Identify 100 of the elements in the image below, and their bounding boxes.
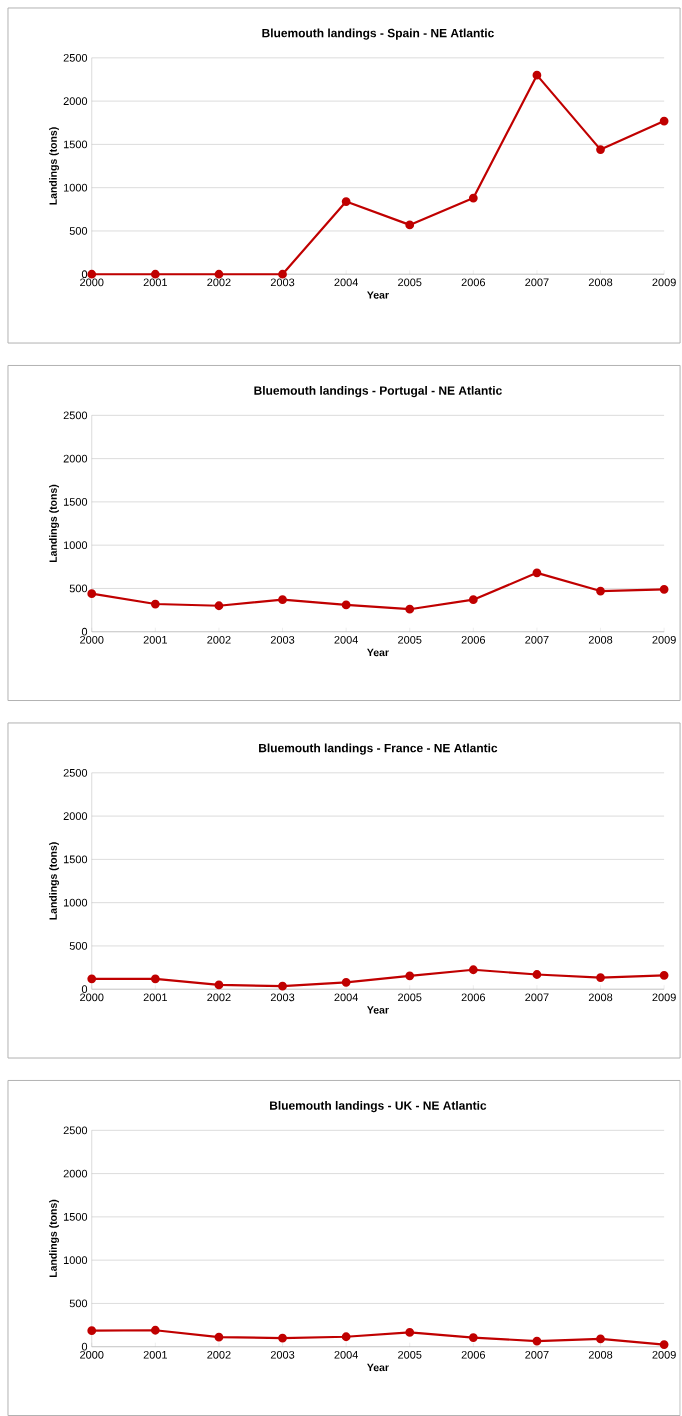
chart-title: Bluemouth landings - Spain - NE Atlantic: [262, 28, 494, 40]
point: [468, 965, 478, 975]
point: [341, 977, 351, 987]
x-tick-label: 2004: [334, 278, 358, 287]
x-tick-label: 2009: [652, 1350, 676, 1359]
x-tick-label: 2004: [334, 635, 358, 644]
point: [532, 1336, 542, 1346]
point: [278, 1333, 287, 1343]
point: [659, 116, 669, 126]
point: [214, 1332, 224, 1342]
x-tick-label: 2008: [588, 635, 613, 644]
x-tick-label: 2005: [398, 993, 422, 1002]
y-tick-label: 1000: [63, 898, 88, 907]
x-tick-label: 2008: [588, 993, 613, 1002]
x-tick-label: 2004: [334, 993, 358, 1002]
point: [150, 599, 160, 609]
point: [532, 970, 542, 979]
point: [468, 1333, 478, 1343]
x-tick-label: 2008: [588, 278, 613, 287]
point: [278, 981, 287, 991]
point: [341, 1332, 351, 1342]
y-tick-label: 2500: [63, 411, 88, 420]
x-tick-label: 2009: [652, 635, 676, 644]
y-tick-label: 2000: [63, 454, 88, 463]
x-tick-label: 2003: [270, 635, 295, 644]
y-tick-label: 500: [69, 1299, 88, 1308]
y-axis-title: Landings (tons): [49, 1199, 59, 1278]
chart-title: Bluemouth landings - Portugal - NE Atlantic: [254, 385, 502, 398]
point: [659, 970, 669, 980]
point: [341, 600, 351, 610]
y-tick-label: 500: [69, 227, 88, 235]
y-tick-label: 1000: [63, 183, 88, 192]
x-tick-label: 2008: [588, 1350, 613, 1359]
point: [87, 974, 97, 984]
point: [468, 193, 478, 203]
y-tick-label: 1500: [63, 855, 88, 864]
x-axis-title: Year: [367, 1006, 389, 1014]
x-tick-label: 2006: [461, 278, 486, 287]
y-tick-label: 0: [81, 627, 88, 636]
x-tick-label: 2006: [461, 635, 486, 644]
point: [214, 269, 224, 279]
x-tick-label: 2003: [270, 1350, 295, 1359]
x-tick-label: 2006: [461, 1350, 486, 1359]
x-tick-label: 2002: [207, 1350, 231, 1359]
y-tick-label: 0: [81, 985, 88, 994]
x-tick-label: 2001: [143, 993, 167, 1002]
x-tick-label: 2009: [652, 278, 676, 287]
chart-title: Bluemouth landings - UK - NE Atlantic: [270, 1100, 487, 1113]
y-tick-label: 1500: [63, 140, 88, 149]
x-tick-label: 2007: [525, 993, 549, 1002]
point: [341, 197, 351, 206]
y-tick-label: 1500: [63, 1213, 88, 1221]
x-tick-label: 2009: [652, 993, 676, 1002]
point: [596, 1334, 605, 1344]
point: [150, 269, 160, 279]
x-tick-label: 2006: [461, 993, 486, 1002]
x-tick-label: 2007: [525, 278, 549, 287]
x-tick-label: 2007: [525, 635, 549, 644]
x-tick-label: 2001: [143, 1350, 167, 1359]
x-axis-title: Year: [367, 291, 389, 299]
point: [278, 269, 287, 279]
point: [405, 604, 415, 614]
x-tick-label: 2002: [207, 278, 231, 287]
x-tick-label: 2003: [270, 278, 295, 287]
x-axis-title: Year: [367, 1363, 389, 1372]
x-tick-label: 2001: [143, 635, 167, 644]
y-tick-label: 2500: [63, 53, 88, 62]
x-tick-label: 2005: [398, 278, 422, 287]
y-tick-label: 0: [81, 270, 88, 279]
point: [659, 1340, 669, 1349]
x-axis-title: Year: [367, 648, 389, 657]
y-tick-label: 2000: [63, 97, 88, 106]
x-tick-label: 2004: [334, 1350, 358, 1359]
y-axis-title: Landings (tons): [49, 842, 59, 920]
y-tick-label: 2000: [63, 1169, 88, 1178]
y-tick-label: 1500: [63, 498, 88, 506]
y-tick-label: 2500: [63, 768, 88, 777]
point: [150, 1325, 160, 1335]
x-tick-label: 2005: [398, 635, 422, 644]
y-axis-title: Landings (tons): [49, 127, 59, 205]
x-tick-label: 2005: [398, 1350, 422, 1359]
point: [87, 589, 97, 599]
point: [405, 220, 415, 230]
point: [214, 601, 224, 611]
x-tick-label: 2007: [525, 1350, 549, 1359]
y-tick-label: 0: [81, 1342, 88, 1351]
point: [214, 980, 224, 990]
point: [87, 269, 97, 279]
point: [596, 973, 605, 982]
x-tick-label: 2003: [270, 993, 295, 1002]
y-tick-label: 500: [69, 942, 88, 950]
y-tick-label: 500: [69, 584, 88, 593]
point: [405, 971, 415, 981]
point: [659, 584, 669, 594]
point: [150, 974, 160, 984]
y-tick-label: 2500: [63, 1126, 88, 1135]
y-tick-label: 2000: [63, 812, 88, 820]
chart-title: Bluemouth landings - France - NE Atlantic: [259, 743, 498, 755]
point: [468, 595, 478, 605]
point: [278, 595, 287, 605]
